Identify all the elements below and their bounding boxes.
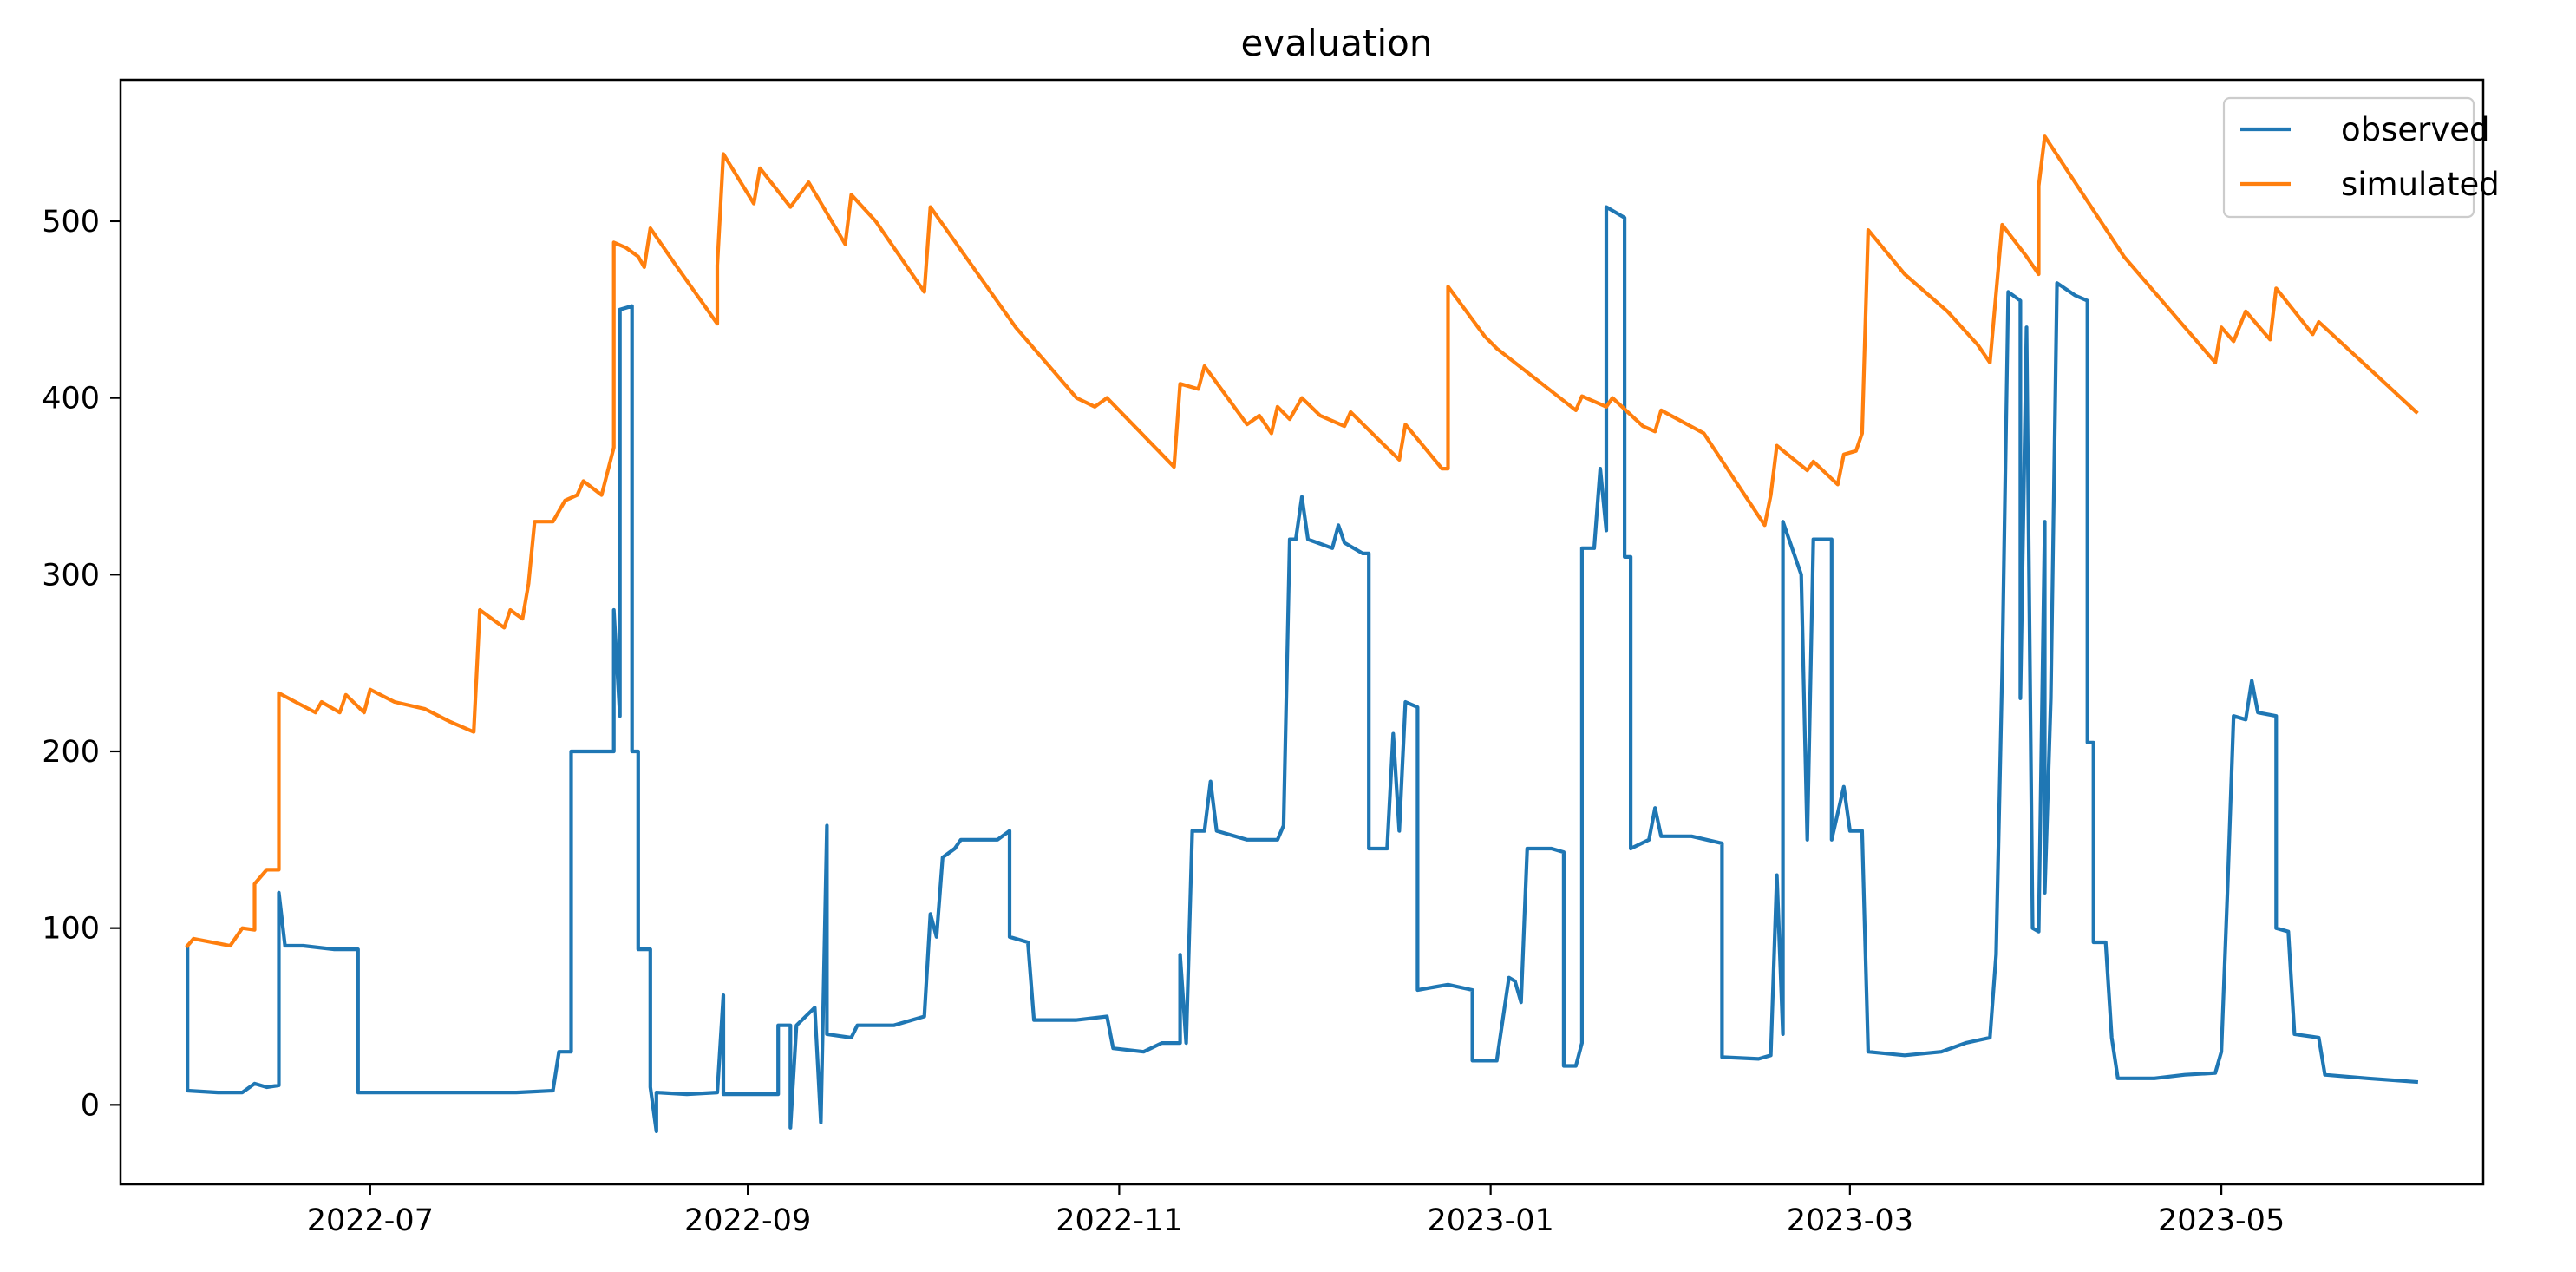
x-axis: 2022-07 2022-09 2022-11 2023-01 2023-03 2023-… [307, 1184, 2285, 1238]
legend-label-simulated: simulated [2341, 166, 2500, 203]
series-line-observed [186, 205, 2419, 1133]
x-tick-label: 2022-07 [307, 1203, 434, 1238]
legend-label-observed: observed [2341, 111, 2490, 148]
y-axis: 0 100 200 300 400 500 [42, 205, 121, 1123]
chart-title: evaluation [1241, 22, 1433, 64]
series-line-simulated [185, 134, 2419, 948]
x-tick-label: 2023-01 [1428, 1203, 1554, 1238]
series-layer [185, 134, 2419, 1133]
x-tick-label: 2023-05 [2158, 1203, 2285, 1238]
y-tick-label: 400 [42, 382, 100, 416]
y-tick-label: 200 [42, 735, 100, 770]
y-tick-label: 0 [81, 1088, 100, 1123]
legend: observed simulated [2222, 96, 2500, 219]
plot-frame [119, 78, 2485, 1186]
x-tick-label: 2023-03 [1787, 1203, 1913, 1238]
x-tick-label: 2022-09 [684, 1203, 811, 1238]
y-tick-label: 100 [42, 912, 100, 947]
y-tick-label: 300 [42, 558, 100, 593]
y-tick-label: 500 [42, 205, 100, 239]
x-tick-label: 2022-11 [1056, 1203, 1182, 1238]
